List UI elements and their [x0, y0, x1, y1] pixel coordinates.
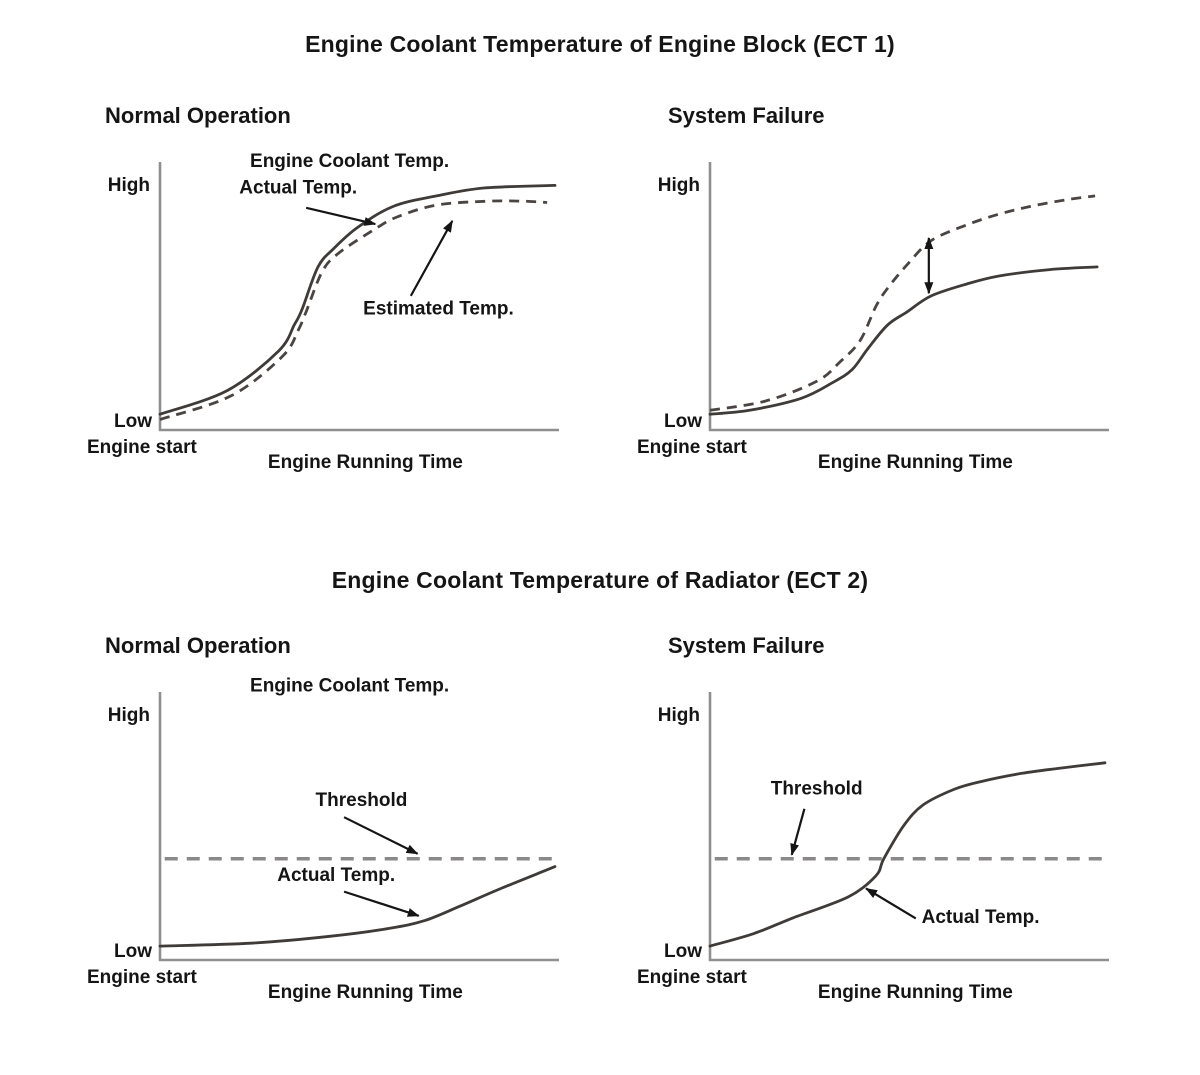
y-low-label: Low: [664, 941, 702, 962]
y-high-label: High: [658, 705, 700, 726]
chart-subtitle-ect1-failure: System Failure: [668, 103, 825, 128]
actual-temp-curve: [708, 265, 1099, 416]
chart-subtitle-ect1-normal: Normal Operation: [105, 103, 291, 128]
chart-ect1-normal-operation: Engine Coolant Temp. Actual Temp. Estimate…: [87, 151, 559, 473]
actual-temp-curve: [158, 865, 557, 948]
annotation-actual-temp: Actual Temp.: [922, 907, 1040, 928]
x-axis-label: Engine Running Time: [268, 452, 463, 473]
chart-subtitle-ect2-failure: System Failure: [668, 633, 825, 658]
x-origin-label: Engine start: [637, 437, 747, 458]
annotation-engine-coolant-temp: Engine Coolant Temp.: [250, 151, 449, 172]
chart-subtitle-ect2-normal: Normal Operation: [105, 633, 291, 658]
annotation-arrow-estimated-temp: [409, 220, 454, 297]
y-high-label: High: [108, 705, 150, 726]
x-origin-label: Engine start: [87, 437, 197, 458]
annotation-arrow-threshold: [790, 808, 806, 856]
section-title-ect1: Engine Coolant Temperature of Engine Blo…: [305, 31, 895, 57]
x-origin-label: Engine start: [637, 967, 747, 988]
y-high-label: High: [658, 175, 700, 196]
annotation-threshold: Threshold: [316, 790, 408, 811]
y-low-label: Low: [114, 411, 152, 432]
actual-temp-curve: [158, 184, 557, 416]
annotation-arrow-actual-temp: [343, 890, 420, 917]
x-axis-label: Engine Running Time: [268, 982, 463, 1003]
annotation-engine-coolant-temp: Engine Coolant Temp.: [250, 676, 449, 697]
y-low-label: Low: [664, 411, 702, 432]
actual-temp-curve: [708, 761, 1107, 948]
chart-ect1-system-failure: High Low Engine start Engine Running Time: [637, 162, 1109, 473]
annotation-actual-temp: Actual Temp.: [239, 177, 357, 198]
estimated-temp-curve: [159, 199, 548, 421]
estimated-temp-curve: [709, 194, 1096, 412]
x-axis-label: Engine Running Time: [818, 982, 1013, 1003]
annotation-actual-temp: Actual Temp.: [277, 865, 395, 886]
annotation-arrow-threshold: [343, 816, 419, 855]
annotation-arrow-actual-temp: [865, 887, 917, 920]
y-low-label: Low: [114, 941, 152, 962]
annotation-arrow-actual-temp: [305, 206, 377, 226]
annotation-threshold: Threshold: [771, 778, 863, 799]
section-title-ect2: Engine Coolant Temperature of Radiator (…: [331, 567, 869, 593]
annotation-estimated-temp: Estimated Temp.: [363, 298, 514, 319]
y-high-label: High: [108, 175, 150, 196]
x-origin-label: Engine start: [87, 967, 197, 988]
chart-ect2-normal-operation: Engine Coolant Temp. Threshold Actual Temp…: [87, 676, 559, 1003]
chart-ect2-system-failure: Threshold Actual Temp. High Low Engine start…: [637, 692, 1109, 1003]
x-axis-label: Engine Running Time: [818, 452, 1013, 473]
